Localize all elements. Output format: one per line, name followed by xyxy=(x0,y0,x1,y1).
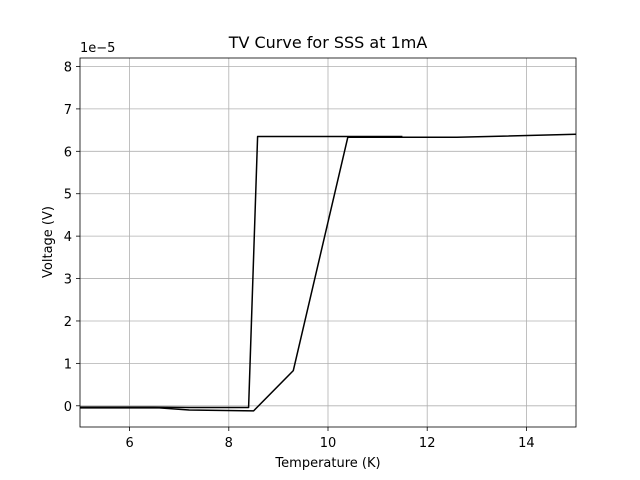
y-tick-label: 5 xyxy=(64,188,72,203)
y-tick-label: 4 xyxy=(64,230,72,245)
x-tick-label: 12 xyxy=(419,436,436,451)
y-axis-label: Voltage (V) xyxy=(41,206,56,278)
x-tick-label: 14 xyxy=(518,436,535,451)
y-tick-label: 8 xyxy=(64,60,72,75)
x-tick-label: 6 xyxy=(125,436,133,451)
y-tick-label: 6 xyxy=(64,145,72,160)
series-line-2 xyxy=(80,133,577,412)
y-tick-label: 2 xyxy=(64,315,72,330)
y-offset-text: 1e−5 xyxy=(80,41,115,56)
x-tick-label: 10 xyxy=(320,436,337,451)
grid xyxy=(80,58,576,427)
y-axis-ticks: 0 1 2 3 4 5 6 7 8 xyxy=(64,60,80,415)
y-tick-label: 0 xyxy=(64,400,72,415)
series-line-1 xyxy=(80,135,403,409)
x-axis-label: Temperature (K) xyxy=(274,456,380,471)
series-group xyxy=(80,133,577,412)
y-tick-label: 3 xyxy=(64,273,72,288)
y-tick-label: 1 xyxy=(64,357,72,372)
x-tick-label: 8 xyxy=(225,436,233,451)
y-tick-label: 7 xyxy=(64,103,72,118)
chart-title: TV Curve for SSS at 1mA xyxy=(228,33,428,52)
x-axis-ticks: 6 8 10 12 14 xyxy=(125,427,535,451)
